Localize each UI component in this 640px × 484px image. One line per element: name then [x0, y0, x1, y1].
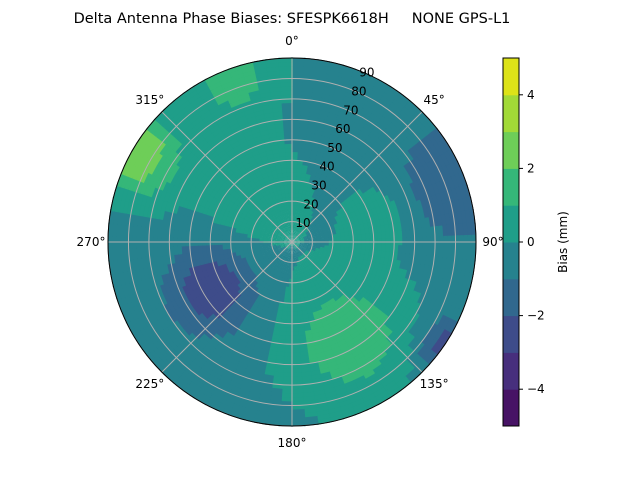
colorbar-band — [503, 389, 519, 426]
colorbar-band — [503, 95, 519, 132]
chart-title: Delta Antenna Phase Biases: SFESPK6618H … — [74, 11, 511, 27]
radial-tick-label: 90 — [359, 66, 374, 80]
colorbar-band — [503, 168, 519, 205]
angular-tick-label: 90° — [482, 235, 503, 249]
colorbar-tick-label: −4 — [527, 382, 545, 396]
angular-tick-label: 225° — [135, 377, 164, 391]
radial-tick-label: 10 — [295, 216, 310, 230]
radial-tick-label: 60 — [335, 122, 350, 136]
colorbar-band — [503, 352, 519, 389]
angular-tick-label: 315° — [135, 93, 164, 107]
colorbar-tick-label: 2 — [527, 161, 535, 175]
angular-tick-label: 45° — [423, 93, 444, 107]
angular-tick-label: 0° — [285, 34, 299, 48]
angular-tick-label: 180° — [278, 436, 307, 450]
angular-tick-label: 135° — [420, 377, 449, 391]
colorbar-band — [503, 279, 519, 316]
angular-tick-label: 270° — [77, 235, 106, 249]
radial-tick-label: 70 — [343, 103, 358, 117]
colorbar: −4 −2 0 2 4 — [503, 58, 545, 427]
colorbar-tick-label: 0 — [527, 235, 535, 249]
colorbar-band — [503, 316, 519, 353]
colorbar-tick-label: −2 — [527, 309, 545, 323]
radial-tick-label: 50 — [327, 141, 342, 155]
colorbar-band — [503, 58, 519, 95]
colorbar-tick-label: 4 — [527, 88, 535, 102]
colorbar-band — [503, 132, 519, 169]
polar-grid — [108, 58, 476, 426]
colorbar-label: Bias (mm) — [556, 211, 570, 273]
colorbar-band — [503, 205, 519, 242]
radial-tick-label: 40 — [319, 160, 334, 174]
colorbar-band — [503, 242, 519, 279]
radial-tick-label: 20 — [303, 197, 318, 211]
radial-tick-label: 80 — [351, 84, 366, 98]
radial-tick-label: 30 — [311, 179, 326, 193]
